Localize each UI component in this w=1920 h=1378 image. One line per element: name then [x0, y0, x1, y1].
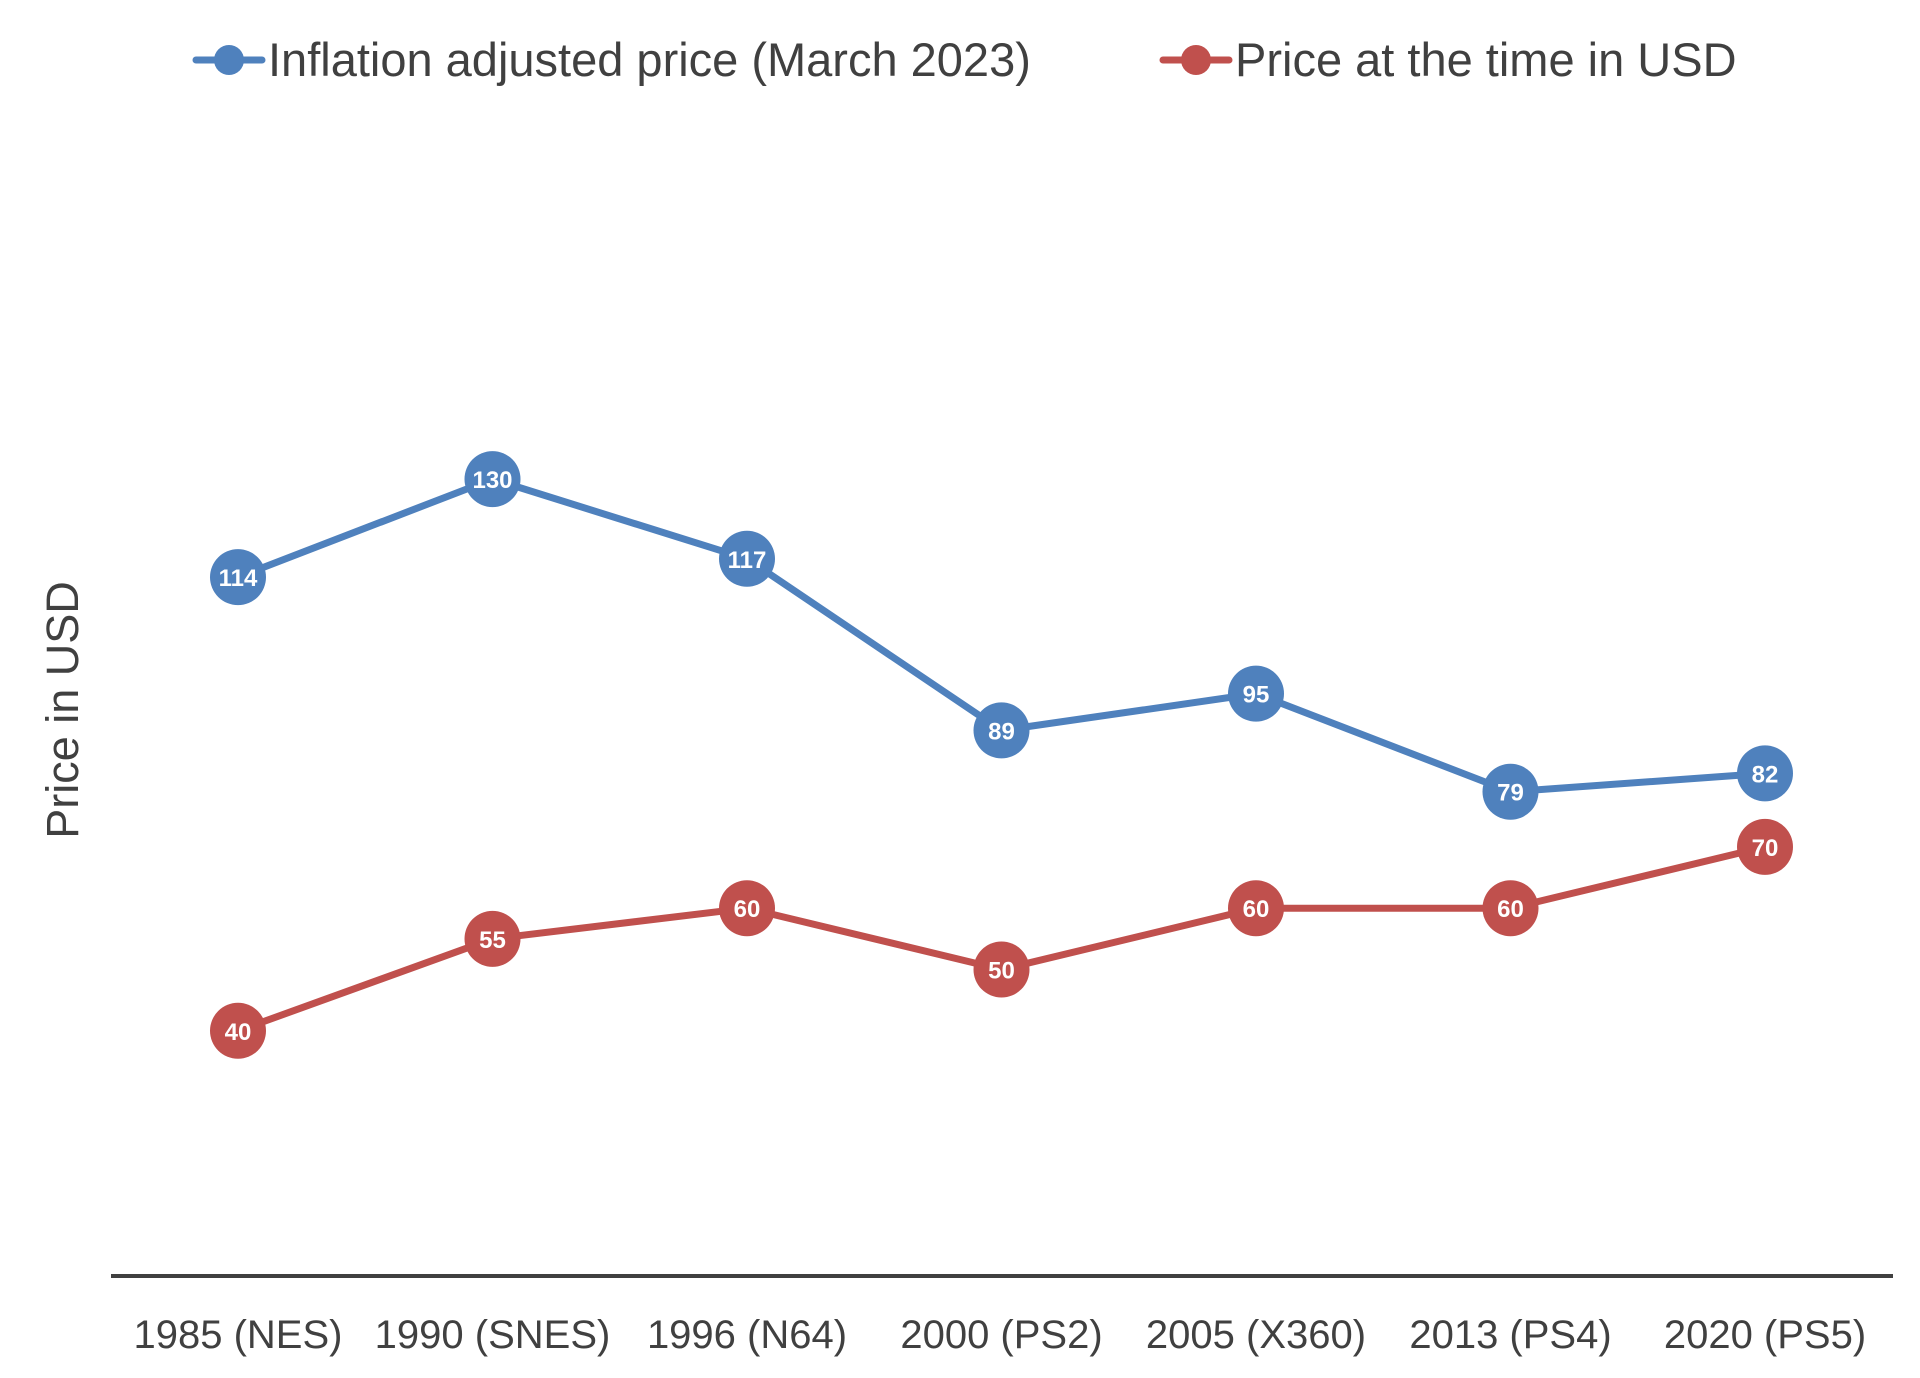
x-tick-label: 2013 (PS4): [1409, 1313, 1611, 1357]
x-tick-label: 1985 (NES): [134, 1313, 343, 1357]
legend: Inflation adjusted price (March 2023) Pri…: [192, 33, 1737, 86]
data-point-label: 70: [1752, 835, 1779, 862]
data-point-marker: [973, 941, 1030, 998]
x-axis-tick-labels: 1985 (NES) 1990 (SNES) 1996 (N64) 2000 (PS2…: [134, 1313, 1867, 1357]
x-tick-label: 2020 (PS5): [1664, 1313, 1866, 1357]
data-point-marker: [1482, 880, 1539, 937]
data-point-marker: [464, 910, 521, 967]
data-point-marker: [719, 880, 775, 937]
legend-item: Inflation adjusted price (March 2023): [192, 33, 1031, 86]
data-point-label: 40: [225, 1019, 252, 1046]
x-tick-label: 2000 (PS2): [900, 1313, 1102, 1357]
legend-label: Inflation adjusted price (March 2023): [268, 33, 1031, 86]
data-point-label: 60: [1243, 896, 1270, 923]
data-point-label: 60: [734, 896, 761, 923]
legend-label: Price at the time in USD: [1235, 33, 1737, 86]
legend-marker-swatch: [1181, 45, 1211, 75]
data-point-label: 79: [1497, 780, 1524, 807]
data-point-marker: [1228, 665, 1284, 722]
data-point-label: 114: [219, 565, 258, 592]
data-point-label: 82: [1752, 761, 1779, 788]
data-point-marker: [973, 702, 1030, 759]
data-point-marker: [719, 530, 775, 587]
legend-marker-swatch: [214, 45, 244, 75]
data-point-label: 117: [728, 547, 767, 574]
series-markers: 114 130 117 89 95 79 82 40 55 60 50 60 60 70: [210, 451, 1793, 1059]
data-point-label: 55: [479, 927, 506, 954]
x-tick-label: 1996 (N64): [647, 1313, 847, 1357]
data-point-label: 50: [988, 958, 1015, 985]
x-tick-label: 1990 (SNES): [375, 1313, 611, 1357]
data-point-label: 95: [1243, 682, 1270, 709]
data-point-label: 130: [472, 467, 512, 494]
data-point-marker: [210, 549, 266, 606]
data-point-marker: [464, 451, 521, 508]
data-point-marker: [210, 1002, 266, 1059]
x-tick-label: 2005 (X360): [1146, 1313, 1366, 1357]
legend-item: Price at the time in USD: [1159, 33, 1737, 86]
data-point-marker: [1737, 745, 1793, 802]
data-point-label: 89: [988, 718, 1015, 745]
data-point-marker: [1482, 763, 1539, 820]
y-axis-title: Price in USD: [37, 581, 88, 839]
data-point-label: 60: [1497, 896, 1524, 923]
data-point-marker: [1737, 818, 1793, 875]
data-point-marker: [1228, 880, 1284, 937]
